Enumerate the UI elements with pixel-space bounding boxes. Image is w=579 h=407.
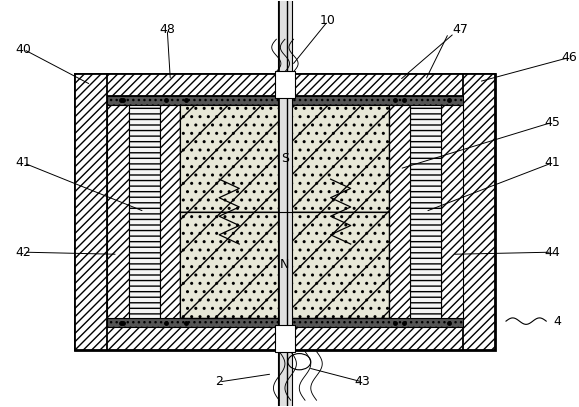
Bar [409,105,441,318]
Text: 41: 41 [544,156,560,169]
Bar [181,212,390,318]
Bar [181,105,278,318]
Bar [75,74,494,350]
Bar [181,105,390,212]
Bar [181,105,390,212]
Bar [274,71,295,98]
Bar [107,96,463,105]
Text: 40: 40 [16,43,32,56]
Text: 45: 45 [544,116,560,129]
Bar [441,105,463,318]
Text: 4: 4 [554,315,562,328]
Text: N: N [280,258,290,271]
Bar [107,105,129,318]
Text: 2: 2 [215,376,223,388]
Bar [160,105,181,318]
Bar [129,105,160,318]
Bar [107,318,463,327]
Bar [75,74,107,350]
Text: 42: 42 [16,246,31,259]
Bar [292,105,390,318]
Text: 43: 43 [354,376,371,388]
Text: 48: 48 [159,22,175,35]
Bar [75,74,494,96]
Bar [278,0,292,407]
Text: 46: 46 [561,51,577,64]
Text: S: S [281,152,289,165]
Text: 47: 47 [452,22,468,35]
Bar [463,74,494,350]
Bar [274,325,295,352]
Bar [390,105,409,318]
Text: 41: 41 [16,156,31,169]
Text: 10: 10 [320,15,336,28]
Bar [75,327,494,350]
Bar [181,212,390,318]
Text: 44: 44 [544,246,560,259]
